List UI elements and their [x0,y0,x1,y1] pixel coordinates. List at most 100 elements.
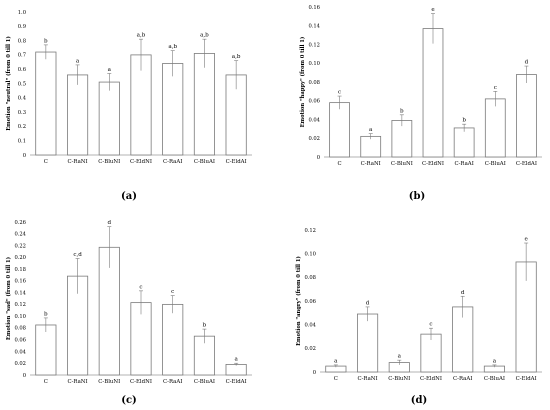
y-axis-title: Emotion "sad" (from 0 till 1) [5,257,12,340]
y-tick-label: 0.20 [14,255,26,261]
significance-label: a [234,357,238,363]
y-tick-label: 0.06 [304,299,316,305]
y-tick-label: 0.2 [18,124,26,130]
x-tick-label: C-BluNI [388,376,410,382]
bar [484,98,506,158]
y-tick-label: 0 [317,155,320,161]
x-tick-label: C-EldNI [130,379,152,385]
y-axis-title: Emotion "angry" (from 0 till 1) [295,256,302,346]
significance-label: a [76,58,80,64]
chart-panel-a: 0 0.1 0.2 0.3 0.4 0.5 0.6 0.7 0.8 0.9 1.0 Emotion "… [5,10,252,202]
y-tick-label: 0.9 [18,24,26,30]
x-tick-label: C-RaNI [361,161,381,167]
y-tick-label: 0.12 [14,302,26,308]
y-tick-label: 0.14 [308,24,320,30]
significance-label: a,b [168,44,177,50]
bar [516,74,537,158]
y-axis-title: Emotion "happy" (from 0 till 1) [299,37,306,128]
x-tick-label: C-RaNI [357,376,377,382]
panel-label: (d) [411,395,427,406]
panel-label: (a) [121,191,137,202]
significance-label: a [108,67,112,73]
bar [162,63,184,156]
y-tick-label: 0.5 [18,81,26,87]
y-tick-label: 0.22 [14,243,26,249]
significance-label: e [431,7,435,13]
x-tick-label: C-BluAI [484,376,505,382]
significance-label: b [44,311,48,317]
x-tick-label: C-RaNI [67,379,87,385]
panel-label: (b) [409,191,425,202]
significance-label: d [525,60,529,66]
x-tick-label: C-RaAI [163,379,182,385]
significance-label: d [461,290,465,296]
panel-label: (c) [121,395,137,406]
y-tick-label: 0 [23,373,26,379]
y-tick-label: 0.12 [308,42,320,48]
significance-label: d [107,220,111,226]
y-tick-label: 0.10 [14,314,26,320]
significance-label: a [398,354,402,360]
y-tick-label: 0.06 [308,99,320,105]
bar [357,313,379,373]
significance-label: d [366,300,370,306]
y-tick-label: 0.06 [14,337,26,343]
x-tick-label: C-EldNI [420,376,442,382]
chart-panel-d: 0 0.02 0.04 0.06 0.08 0.10 0.12 Emotion "angry"… [295,228,542,406]
bar [67,74,89,156]
x-tick-label: C-RaAI [453,376,472,382]
x-tick-label: C-BluAI [194,159,215,165]
y-tick-label: 0.04 [308,117,320,123]
significance-label: a [334,358,338,364]
x-tick-label: C-BluAI [485,161,506,167]
y-tick-label: 0.12 [304,228,316,234]
x-tick-label: C-EldAI [516,161,537,167]
y-tick-label: 0.8 [18,38,26,44]
chart-panel-b: 0 0.02 0.04 0.06 0.08 0.10 0.12 0.14 0.16 Emotion… [299,5,542,202]
y-tick-label: 0.7 [18,53,26,59]
significance-label: b [203,323,207,329]
x-tick-label: C-RaAI [163,159,182,165]
y-tick-label: 0 [313,370,316,376]
x-tick-label: C-RaAI [454,161,473,167]
y-tick-label: 0.04 [14,349,26,355]
significance-label: a [493,358,497,364]
significance-label: b [462,118,466,124]
y-tick-label: 0.18 [14,267,26,273]
y-tick-label: 0.08 [14,326,26,332]
bar [35,51,57,156]
x-tick-label: C [338,161,342,167]
significance-label: e [524,237,528,243]
y-tick-label: 0.02 [308,136,320,142]
y-tick-label: 0 [23,153,26,159]
x-tick-label: C-BluAI [194,379,215,385]
significance-label: a,b [137,33,146,39]
y-tick-label: 0.1 [18,139,26,145]
y-tick-label: 0.6 [18,67,26,73]
y-tick-label: 0.4 [18,96,27,102]
bar [329,102,350,158]
y-tick-label: 0.3 [18,110,26,116]
y-tick-label: 0.08 [304,275,316,281]
significance-label: c,d [73,252,82,258]
significance-label: c [139,284,142,290]
bar [35,324,57,376]
y-tick-label: 0.10 [304,251,316,257]
significance-label: c [338,90,341,96]
bar [98,81,120,156]
y-tick-label: 0.24 [14,232,26,238]
x-tick-label: C-EldAI [226,159,247,165]
x-tick-label: C [44,159,48,165]
x-tick-label: C-BluNI [98,379,120,385]
y-tick-label: 0.04 [304,322,316,328]
bar [360,135,382,158]
significance-label: b [400,108,404,114]
bar [193,53,215,156]
y-tick-label: 0.16 [14,279,26,285]
significance-label: a [369,127,373,133]
y-tick-label: 0.14 [14,290,26,296]
y-tick-label: 0.02 [304,346,316,352]
x-tick-label: C-EldNI [422,161,444,167]
y-tick-label: 0.08 [308,80,320,86]
